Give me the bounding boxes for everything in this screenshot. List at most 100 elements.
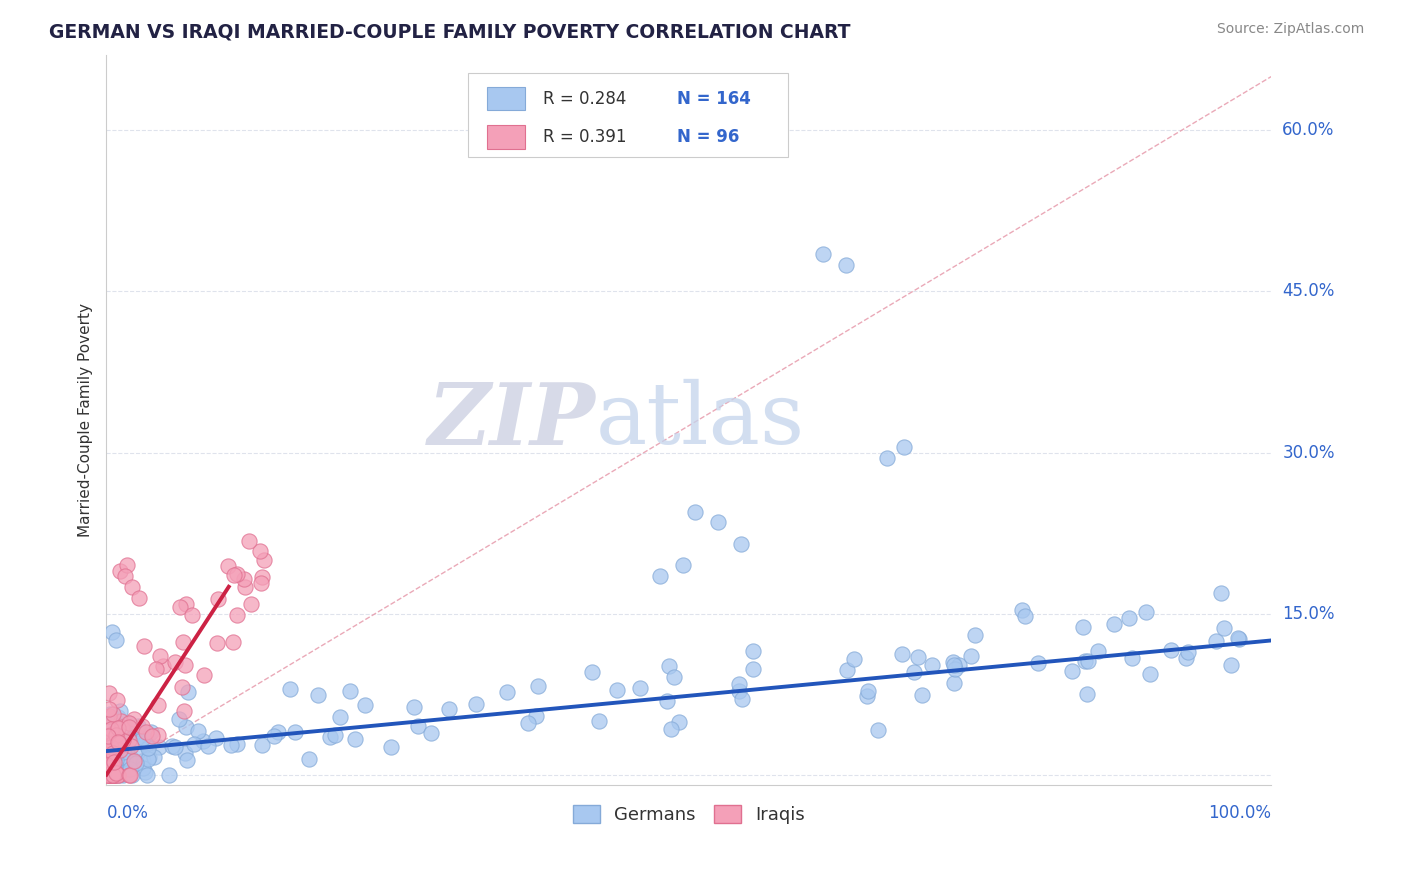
Text: 30.0%: 30.0% [1282,443,1334,461]
Point [581,665,603,679]
Point [97,746,120,760]
Point [96,764,118,778]
Text: N = 164: N = 164 [678,89,751,108]
Point [115,742,138,756]
Point [238,533,260,548]
Point [152,659,174,673]
Point [380,740,402,755]
Point [146,728,169,742]
Point [121,580,143,594]
Point [117,766,139,780]
Point [108,743,131,757]
Point [173,658,195,673]
Point [1011,603,1033,617]
Point [136,740,159,755]
Point [191,733,214,747]
Y-axis label: Married-Couple Family Poverty: Married-Couple Family Poverty [79,303,93,537]
Point [835,258,858,272]
Point [298,752,321,766]
Point [146,698,169,712]
Point [107,768,129,782]
Point [118,762,141,776]
Point [98,768,121,782]
Point [329,709,352,723]
Point [103,768,125,782]
Point [263,729,285,743]
Point [131,719,153,733]
Point [120,739,142,753]
Point [97,747,120,761]
Point [524,709,547,723]
Point [205,731,228,745]
Point [104,768,127,782]
Point [124,712,146,726]
Point [117,729,139,743]
Point [111,726,134,740]
Point [110,734,132,748]
Point [101,624,124,639]
Point [96,720,118,734]
Point [169,600,191,615]
Point [115,719,138,733]
Point [103,768,125,782]
Point [181,607,204,622]
Point [844,652,866,666]
Point [96,740,118,755]
Point [110,564,132,578]
Point [103,755,125,769]
Point [1071,620,1094,634]
Point [145,662,167,676]
Point [307,688,329,702]
Point [174,720,197,734]
Point [1060,665,1083,679]
Point [233,580,256,594]
Point [965,628,987,642]
Point [112,757,135,772]
Point [588,714,610,728]
Text: 60.0%: 60.0% [1282,121,1334,139]
Point [118,768,141,782]
Point [1177,645,1199,659]
Point [97,768,120,782]
Point [98,706,121,721]
Point [402,700,425,714]
Point [107,709,129,723]
Point [104,723,127,738]
Point [107,766,129,780]
Point [101,768,124,782]
Text: R = 0.284: R = 0.284 [543,89,627,108]
Point [122,756,145,770]
Text: Source: ZipAtlas.com: Source: ZipAtlas.com [1216,22,1364,37]
Point [707,516,730,530]
Point [103,706,125,721]
Point [98,702,121,716]
Point [157,768,180,782]
Point [96,768,118,782]
Point [856,690,879,704]
Point [107,746,129,760]
Point [121,768,143,782]
Point [117,720,139,734]
Point [628,681,651,695]
Point [101,756,124,771]
Point [111,720,134,734]
Point [101,731,124,746]
Point [100,739,122,754]
Point [183,737,205,751]
Point [110,714,132,728]
Point [100,768,122,782]
Point [98,709,121,723]
Point [101,726,124,740]
Text: GERMAN VS IRAQI MARRIED-COUPLE FAMILY POVERTY CORRELATION CHART: GERMAN VS IRAQI MARRIED-COUPLE FAMILY PO… [49,22,851,41]
Point [97,686,120,700]
Point [118,715,141,730]
Point [893,440,915,454]
Point [108,739,131,754]
Point [253,553,276,567]
Point [148,739,170,754]
Point [742,644,765,658]
Point [856,684,879,698]
Point [163,655,186,669]
Point [114,569,136,583]
Point [141,729,163,743]
